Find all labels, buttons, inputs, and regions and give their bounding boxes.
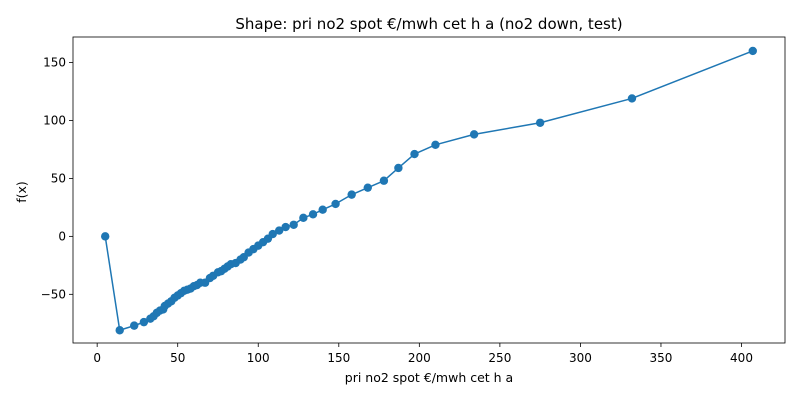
data-point <box>139 317 149 327</box>
x-tick-label: 150 <box>327 351 350 365</box>
x-tick-label: 250 <box>488 351 511 365</box>
y-axis-title: f(x) <box>14 181 29 203</box>
plot-area: 0 50 100 150 200 250 300 350 400 −50 0 50 100 150 <box>41 36 786 365</box>
chart-title: Shape: pri no2 spot €/mwh cet h a (no2 d… <box>235 15 622 33</box>
data-point <box>289 220 298 229</box>
data-point <box>431 140 440 149</box>
data-point <box>130 321 139 330</box>
y-tick-label: −50 <box>41 287 66 301</box>
data-point <box>410 149 419 159</box>
data-point <box>535 118 545 127</box>
data-point <box>268 229 277 239</box>
data-point <box>469 130 479 139</box>
y-tick-label: 0 <box>58 229 66 243</box>
x-tick-label: 350 <box>650 351 673 365</box>
axes-frame <box>72 36 786 344</box>
x-tick-label: 50 <box>170 351 185 365</box>
data-point <box>748 46 757 56</box>
x-axis-title: pri no2 spot €/mwh cet h a <box>345 370 513 385</box>
data-point <box>281 222 290 232</box>
y-tick-label: 50 <box>51 171 66 185</box>
data-point <box>347 190 356 199</box>
x-tick-label: 200 <box>408 351 431 365</box>
x-tick-label: 100 <box>247 351 270 365</box>
data-point <box>274 226 284 235</box>
data-point <box>627 94 637 103</box>
data-point <box>101 232 110 241</box>
data-point <box>115 326 124 335</box>
x-tick-label: 0 <box>93 351 101 365</box>
y-tick-label: 100 <box>43 113 66 127</box>
data-point <box>363 183 372 192</box>
x-tick-label: 400 <box>730 351 753 365</box>
data-point <box>379 176 389 185</box>
data-point <box>331 199 340 209</box>
data-point <box>308 210 318 219</box>
data-point <box>394 163 403 173</box>
data-point <box>318 205 327 214</box>
x-tick-label: 300 <box>569 351 592 365</box>
data-point <box>299 213 308 223</box>
y-tick-label: 150 <box>43 56 66 70</box>
